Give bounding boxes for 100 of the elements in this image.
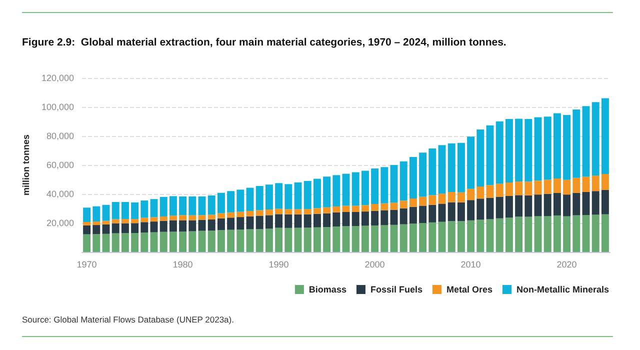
x-tick-label: 1980 <box>172 260 193 270</box>
bar <box>121 223 129 234</box>
bar <box>371 210 379 226</box>
y-tick-label: 20,000 <box>46 218 74 228</box>
bar <box>486 219 494 252</box>
bar <box>563 194 571 216</box>
bar <box>188 215 196 220</box>
bar <box>275 214 283 228</box>
bar <box>332 226 340 252</box>
bar <box>505 218 513 252</box>
bar <box>160 196 168 216</box>
bar <box>544 216 552 252</box>
bar <box>419 196 427 206</box>
legend-label: Biomass <box>308 284 346 294</box>
bar <box>304 214 312 228</box>
bar <box>409 224 417 252</box>
bar <box>92 225 100 234</box>
bar <box>313 227 321 252</box>
bar <box>112 202 120 220</box>
bar <box>294 214 302 228</box>
bar <box>582 192 590 216</box>
bar <box>563 216 571 252</box>
bar <box>400 161 408 201</box>
bar <box>198 220 206 231</box>
bar <box>236 212 244 218</box>
bar <box>361 170 369 206</box>
bar <box>448 192 456 202</box>
bar <box>601 174 609 190</box>
bar <box>601 98 609 174</box>
bar <box>380 167 388 204</box>
bar <box>496 218 504 252</box>
bar <box>419 223 427 252</box>
bar <box>352 226 360 252</box>
bar <box>256 210 264 216</box>
bar <box>112 223 120 234</box>
legend-label: Metal Ores <box>446 284 492 294</box>
bar <box>188 231 196 252</box>
bar <box>150 217 158 222</box>
bar <box>361 205 369 212</box>
bar <box>208 214 216 220</box>
bar <box>227 212 235 218</box>
bar <box>409 206 417 224</box>
bar <box>256 229 264 252</box>
bar <box>246 229 254 252</box>
bar <box>524 182 532 196</box>
bar <box>275 183 283 209</box>
bar <box>179 196 187 216</box>
bar <box>342 174 350 206</box>
bar <box>592 176 600 192</box>
bar <box>544 116 552 180</box>
bar <box>505 196 513 218</box>
bar <box>457 142 465 192</box>
bar <box>150 232 158 252</box>
bar <box>150 222 158 232</box>
bar <box>553 113 561 178</box>
bar <box>438 145 446 194</box>
bar <box>486 185 494 198</box>
bar <box>150 199 158 218</box>
bar <box>438 194 446 204</box>
bar <box>371 204 379 211</box>
bar <box>169 220 177 232</box>
bar <box>246 216 254 230</box>
bar <box>582 215 590 252</box>
bar <box>582 106 590 177</box>
bar <box>284 209 292 214</box>
bar <box>400 224 408 252</box>
bar <box>83 208 91 222</box>
bar <box>476 129 484 186</box>
bar <box>448 202 456 222</box>
bar <box>515 216 523 252</box>
bar <box>390 224 398 252</box>
x-tick-label: 2020 <box>556 260 577 270</box>
bar <box>121 233 129 252</box>
bar <box>236 190 244 212</box>
bar <box>140 218 148 222</box>
bar <box>140 222 148 233</box>
bar <box>390 165 398 203</box>
bar <box>486 198 494 220</box>
bar <box>505 182 513 196</box>
bar <box>534 117 542 181</box>
bar <box>371 225 379 252</box>
bar <box>265 228 273 252</box>
bar <box>323 176 331 208</box>
bar <box>428 222 436 252</box>
bar <box>515 118 523 182</box>
bar <box>342 212 350 226</box>
bar <box>332 206 340 212</box>
bar <box>390 210 398 225</box>
bar <box>390 202 398 210</box>
bar <box>179 220 187 232</box>
bar <box>467 136 475 189</box>
bar <box>448 221 456 252</box>
bar <box>227 191 235 212</box>
bar <box>217 213 225 218</box>
bar <box>572 109 580 178</box>
bar <box>208 220 216 231</box>
bar <box>313 214 321 228</box>
bar <box>198 230 206 252</box>
bar <box>304 209 312 214</box>
bar <box>92 234 100 252</box>
